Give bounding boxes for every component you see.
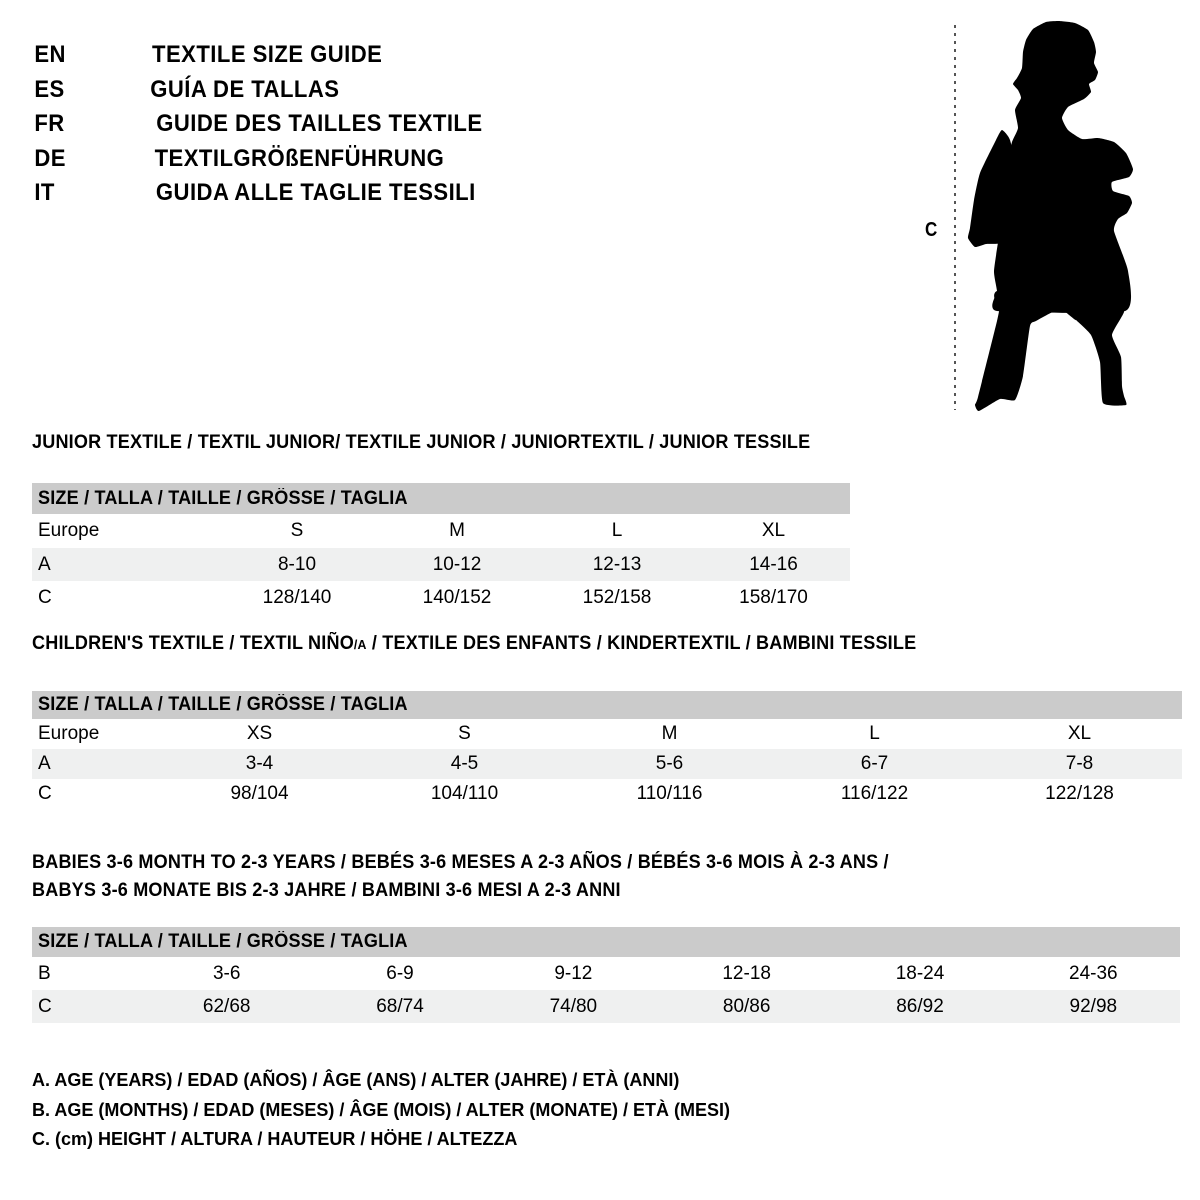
svg-text:C: C xyxy=(925,218,937,241)
